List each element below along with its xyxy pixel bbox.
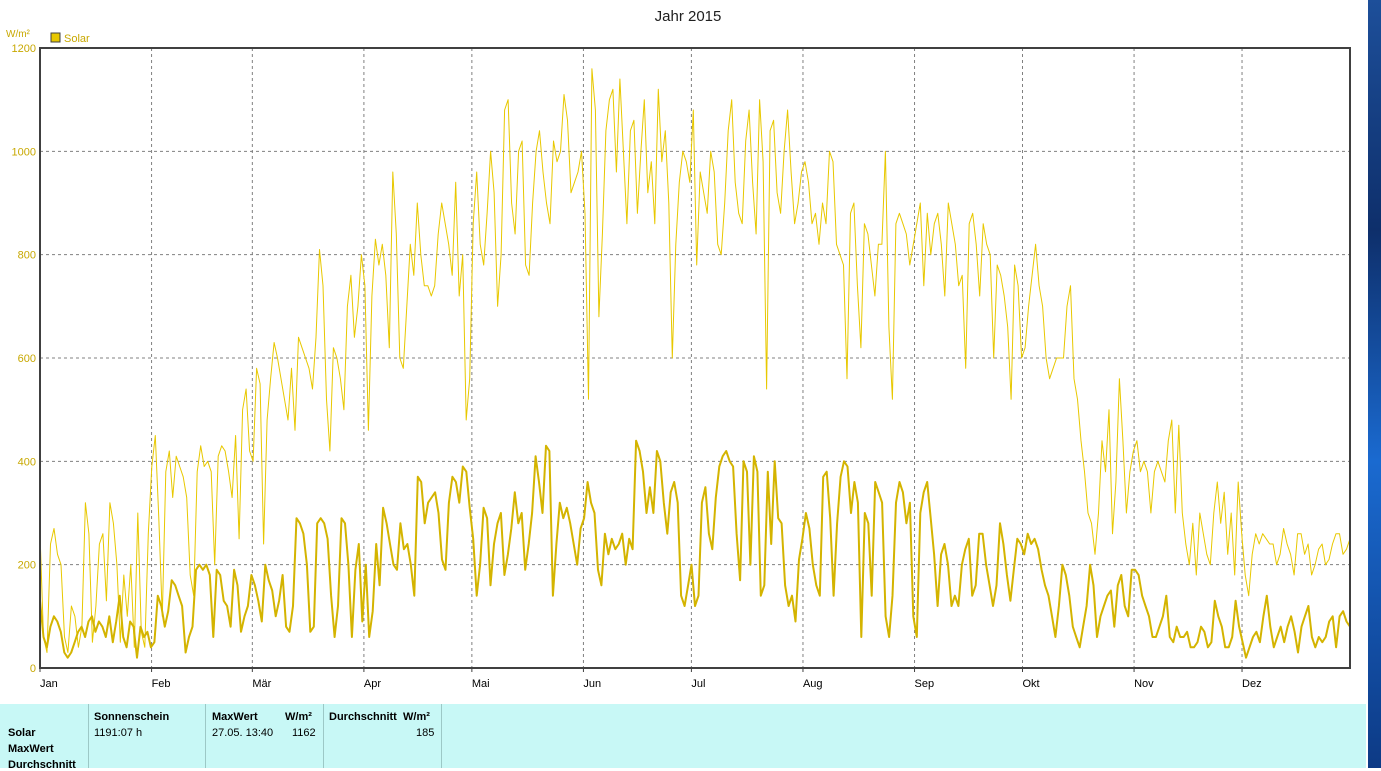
durchschnitt-value: 185 (416, 727, 435, 739)
row-label-maxwert: MaxWert (8, 743, 54, 755)
x-tick-label: Jul (691, 678, 705, 690)
y-tick-label: 1200 (12, 43, 36, 55)
y-axis-label: W/m² (6, 29, 31, 40)
summary-col-maxwert: MaxWert W/m² 27.05. 13:40 1162 (205, 704, 324, 768)
series-line-average (39, 439, 1351, 659)
y-tick-label: 0 (30, 663, 36, 675)
maxwert-unit: W/m² (285, 711, 312, 723)
window-edge (1366, 0, 1381, 768)
x-tick-label: Mär (252, 678, 271, 690)
maxwert-value: 1162 (292, 727, 316, 739)
summary-panel: Solar MaxWert Durchschnitt Sonnenschein … (0, 704, 1366, 771)
y-tick-label: 1000 (12, 146, 36, 158)
window-edge-divider (1366, 0, 1368, 768)
x-tick-label: Apr (364, 678, 381, 690)
x-tick-label: Okt (1023, 678, 1040, 690)
durchschnitt-header: Durchschnitt (329, 711, 397, 723)
x-tick-label: Mai (472, 678, 490, 690)
x-tick-label: Jan (40, 678, 58, 690)
summary-row-labels: Solar MaxWert Durchschnitt (0, 704, 89, 771)
legend-label: Solar (64, 33, 90, 45)
solar-chart: 0 200 400 600 800 1000 1200 Jan Feb Mär Apr Mai Jun J… (6, 8, 1351, 690)
x-tick-label: Feb (152, 678, 171, 690)
y-tick-label: 200 (18, 560, 36, 572)
summary-col-sonnenschein: Sonnenschein 1191:07 h (88, 704, 206, 768)
chart-title: Jahr 2015 (655, 8, 722, 25)
maxwert-date: 27.05. 13:40 (212, 727, 274, 739)
row-label-durchschnitt: Durchschnitt (8, 759, 76, 771)
sonnenschein-value: 1191:07 h (94, 727, 143, 739)
x-tick-label: Nov (1134, 678, 1154, 690)
x-tick-label: Dez (1242, 678, 1262, 690)
sonnenschein-header: Sonnenschein (94, 711, 170, 723)
y-tick-label: 600 (18, 353, 36, 365)
x-tick-label: Jun (583, 678, 601, 690)
durchschnitt-unit: W/m² (403, 711, 430, 723)
plot-frame (39, 47, 1351, 669)
row-label-solar: Solar (8, 727, 36, 739)
summary-col-durchschnitt: Durchschnitt W/m² 185 (323, 704, 442, 768)
y-tick-label: 400 (18, 456, 36, 468)
x-tick-label: Sep (915, 678, 935, 690)
y-tick-label: 800 (18, 250, 36, 262)
legend-swatch (50, 32, 61, 43)
series-line-max (39, 68, 1351, 653)
x-tick-label: Aug (803, 678, 823, 690)
maxwert-header: MaxWert (212, 711, 258, 723)
